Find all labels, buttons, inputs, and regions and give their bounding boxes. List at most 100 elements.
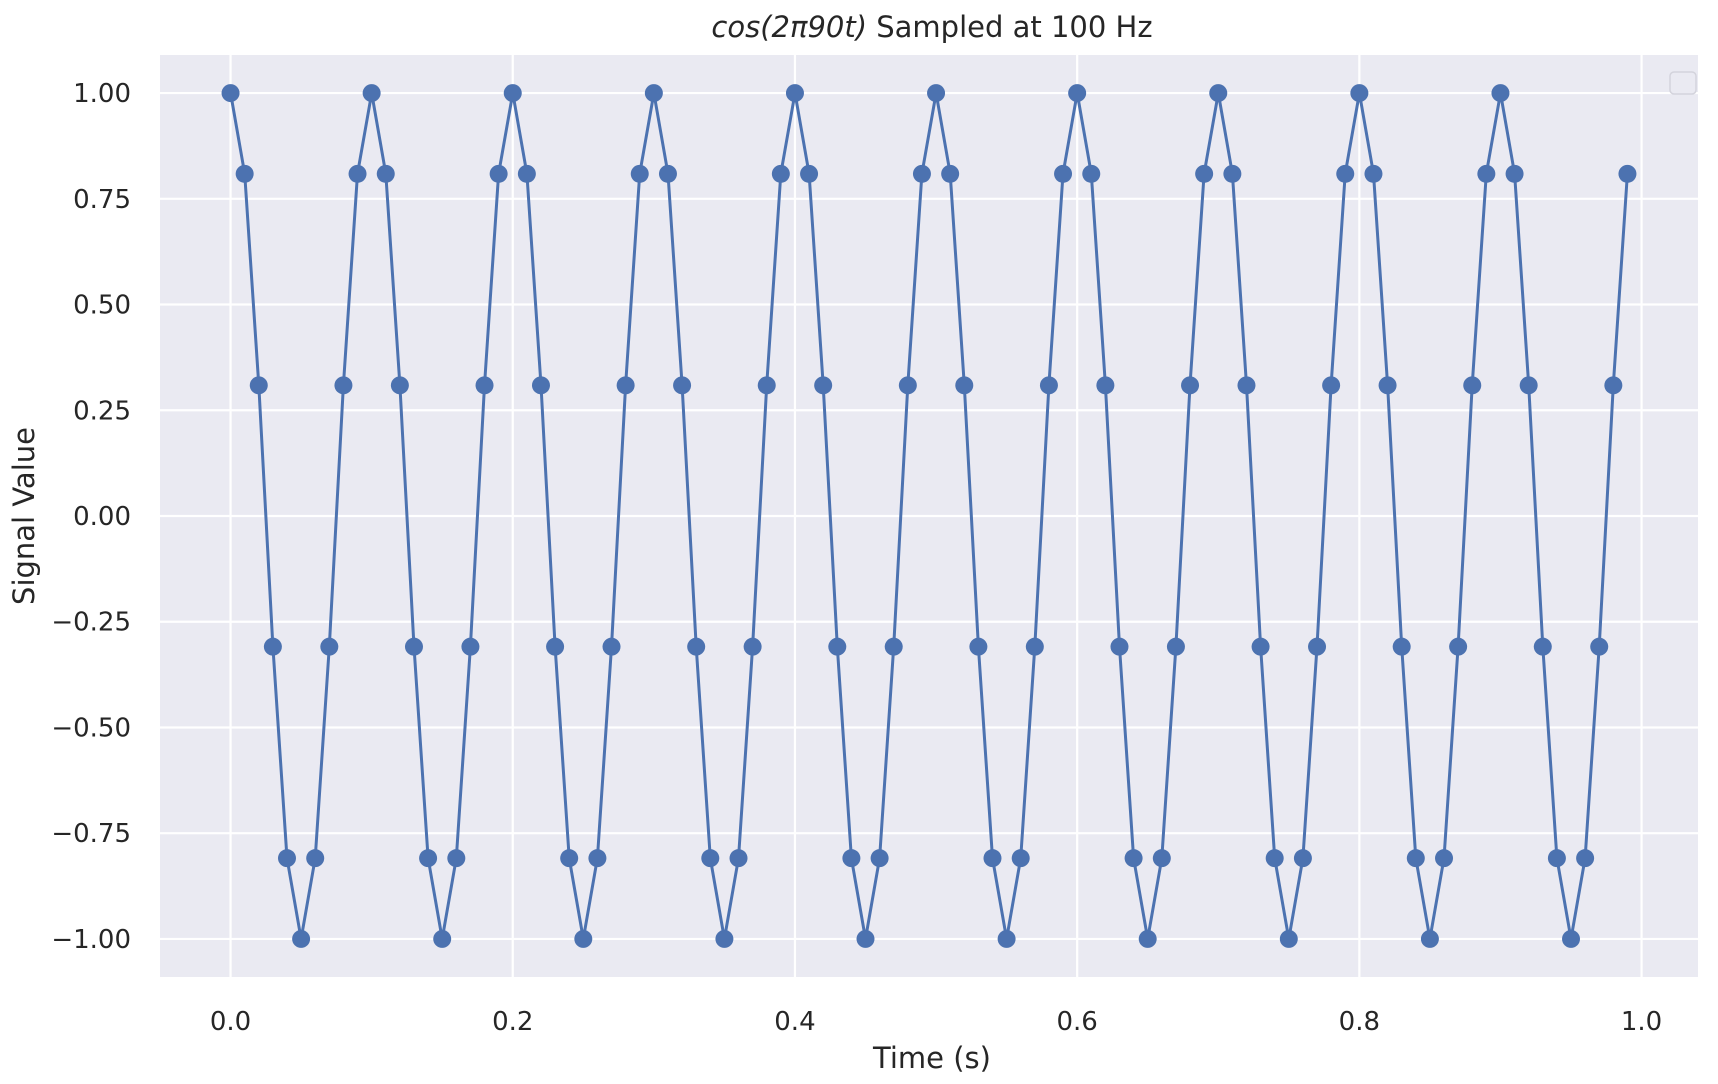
data-point <box>235 164 254 183</box>
data-point <box>1449 637 1468 656</box>
data-point <box>1576 849 1595 868</box>
data-point <box>983 849 1002 868</box>
data-point <box>1195 164 1214 183</box>
data-point <box>306 849 325 868</box>
data-point <box>221 84 240 103</box>
data-point <box>1392 637 1411 656</box>
data-point <box>433 929 452 948</box>
y-tick-label: 0.50 <box>73 291 131 321</box>
data-point <box>1025 637 1044 656</box>
data-point <box>1293 849 1312 868</box>
data-point <box>334 376 353 395</box>
y-tick-label: 0.25 <box>73 396 131 426</box>
data-point <box>997 929 1016 948</box>
data-point <box>489 164 508 183</box>
series-line <box>229 91 1629 941</box>
data-point <box>263 637 282 656</box>
data-point <box>390 376 409 395</box>
y-tick-labels: 1.00 0.75 0.50 0.25 0.00 −0.25 −0.50 −0.75 −1.00 <box>51 79 131 955</box>
data-point <box>856 929 875 948</box>
y-axis-label: Signal Value <box>7 427 41 605</box>
data-point <box>658 164 677 183</box>
data-point <box>1435 849 1454 868</box>
legend-box <box>1669 71 1697 95</box>
data-point <box>461 637 480 656</box>
data-point <box>1039 376 1058 395</box>
data-point <box>842 849 861 868</box>
data-point <box>743 637 762 656</box>
y-tick-label: 0.00 <box>73 502 131 532</box>
data-point <box>701 849 720 868</box>
x-tick-label: 0.0 <box>210 1007 251 1037</box>
data-point <box>1533 637 1552 656</box>
data-point <box>687 637 706 656</box>
x-tick-label: 0.8 <box>1339 1007 1380 1037</box>
x-tick-label: 0.6 <box>1056 1007 1097 1037</box>
data-point <box>1322 376 1341 395</box>
data-point <box>644 84 663 103</box>
data-point <box>588 849 607 868</box>
data-point <box>1138 929 1157 948</box>
x-axis-label: Time (s) <box>872 1041 991 1075</box>
data-point <box>800 164 819 183</box>
data-point <box>1547 849 1566 868</box>
data-point <box>1279 929 1298 948</box>
data-point <box>1350 84 1369 103</box>
x-tick-labels: 0.0 0.2 0.4 0.6 0.8 1.0 <box>210 1007 1662 1037</box>
data-point <box>771 164 790 183</box>
data-point <box>1406 849 1425 868</box>
legend <box>1669 71 1697 95</box>
data-point <box>1604 376 1623 395</box>
data-point <box>1152 849 1171 868</box>
y-tick-label: −0.25 <box>51 608 131 638</box>
data-point <box>560 849 579 868</box>
data-point <box>531 376 550 395</box>
y-tick-label: 0.75 <box>73 185 131 215</box>
data-point <box>1110 637 1129 656</box>
chart-title-suffix: Sampled at 100 Hz <box>867 10 1153 44</box>
data-point <box>1011 849 1030 868</box>
data-point <box>1237 376 1256 395</box>
data-point <box>1181 376 1200 395</box>
chart-title-math: (2π90t) <box>760 10 867 44</box>
data-point <box>898 376 917 395</box>
chart-title: cos(2π90t) Sampled at 100 Hz <box>711 10 1152 44</box>
data-point <box>1054 164 1073 183</box>
data-point <box>1336 164 1355 183</box>
data-point <box>1505 164 1524 183</box>
data-point <box>1308 637 1327 656</box>
data-point <box>673 376 692 395</box>
data-point <box>1223 164 1242 183</box>
data-point <box>1590 637 1609 656</box>
data-point <box>348 164 367 183</box>
x-tick-label: 1.0 <box>1621 1007 1662 1037</box>
y-tick-label: 1.00 <box>73 79 131 109</box>
data-point <box>1209 84 1228 103</box>
data-point <box>447 849 466 868</box>
data-point <box>616 376 635 395</box>
data-point <box>1364 164 1383 183</box>
data-point <box>1251 637 1270 656</box>
data-point <box>884 637 903 656</box>
data-point <box>1562 929 1581 948</box>
data-point <box>1124 849 1143 868</box>
data-point <box>320 637 339 656</box>
data-point <box>1463 376 1482 395</box>
data-point <box>630 164 649 183</box>
data-point <box>277 849 296 868</box>
data-point <box>814 376 833 395</box>
data-point <box>249 376 268 395</box>
data-point <box>475 376 494 395</box>
data-point <box>955 376 974 395</box>
data-point <box>602 637 621 656</box>
data-point <box>1477 164 1496 183</box>
data-point <box>574 929 593 948</box>
data-point <box>292 929 311 948</box>
data-point <box>927 84 946 103</box>
data-point <box>517 164 536 183</box>
data-point <box>785 84 804 103</box>
series-layer <box>221 84 1637 948</box>
grid <box>160 55 1698 977</box>
data-point <box>1420 929 1439 948</box>
